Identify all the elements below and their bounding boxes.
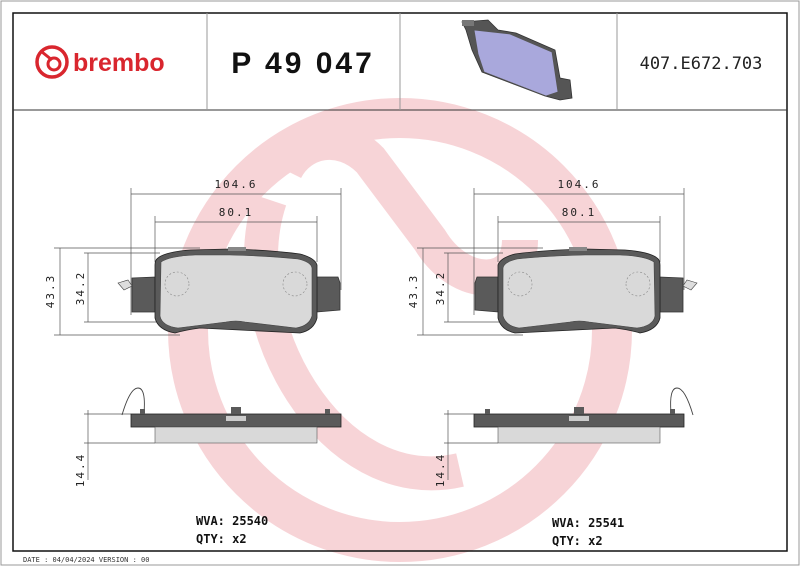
part-number: P 49 047 [231, 47, 375, 80]
pad-ear-left [131, 276, 156, 313]
reference-code: 407.E672.703 [640, 54, 763, 74]
friction-material-side [154, 426, 318, 444]
dim-label-friction-height: 34.2 [434, 271, 447, 306]
brake-pad-drawing: 104.6 80.1 43.3 34.2 14.4 [44, 178, 342, 488]
dim-label-thickness: 14.4 [434, 453, 447, 488]
wear-indicator-tab [569, 247, 587, 251]
dim-label-friction-width: 80.1 [562, 206, 597, 219]
piston-mark [625, 271, 651, 297]
spring-clip-side [121, 387, 145, 416]
dim-label-overall-width: 104.6 [214, 178, 257, 191]
wva-number: WVA: 25540 [196, 514, 268, 528]
tab-side [670, 409, 675, 414]
friction-material [159, 254, 313, 329]
dimensions: 104.6 80.1 [473, 178, 685, 315]
brembo-logo: brembo [35, 45, 165, 79]
brembo-logo-mark-icon [35, 45, 69, 79]
friction-material [502, 254, 656, 329]
dim-label-overall-height: 43.3 [44, 274, 57, 309]
date-version-footer: DATE : 04/04/2024 VERSION : 00 [23, 556, 149, 564]
piston-mark [507, 271, 533, 297]
dim-label-thickness: 14.4 [74, 453, 87, 488]
brake-pad-drawing: 104.6 80.1 43.3 34.2 14.4 [407, 178, 698, 488]
tab-side [325, 409, 330, 414]
dim-label-overall-height: 43.3 [407, 274, 420, 309]
brand-name: brembo [73, 49, 165, 77]
center-tab-insert [226, 416, 246, 421]
center-tab-side [574, 407, 584, 414]
piston-mark [282, 271, 308, 297]
pad-ear-right [316, 276, 341, 313]
dim-label-friction-height: 34.2 [74, 271, 87, 306]
center-tab-insert [569, 416, 589, 421]
pad-ear-left [659, 276, 684, 313]
pad-geometry [117, 247, 342, 444]
wear-indicator-tab [228, 247, 246, 251]
wva-number: WVA: 25541 [552, 516, 624, 530]
pad-ear-right [474, 276, 499, 313]
quantity: QTY: x2 [552, 534, 603, 548]
tab-side [140, 409, 145, 414]
piston-mark [164, 271, 190, 297]
dim-label-overall-width: 104.6 [557, 178, 600, 191]
spring-clip [682, 279, 698, 291]
tab-side [485, 409, 490, 414]
brake-pad-isometric-image [461, 19, 573, 101]
quantity: QTY: x2 [196, 532, 247, 546]
pad-geometry [473, 247, 698, 444]
spring-clip-side [670, 387, 694, 416]
friction-material-side [497, 426, 661, 444]
dim-label-friction-width: 80.1 [219, 206, 254, 219]
spring-clip [117, 279, 133, 291]
dimensions: 104.6 80.1 [130, 178, 342, 315]
center-tab-side [231, 407, 241, 414]
